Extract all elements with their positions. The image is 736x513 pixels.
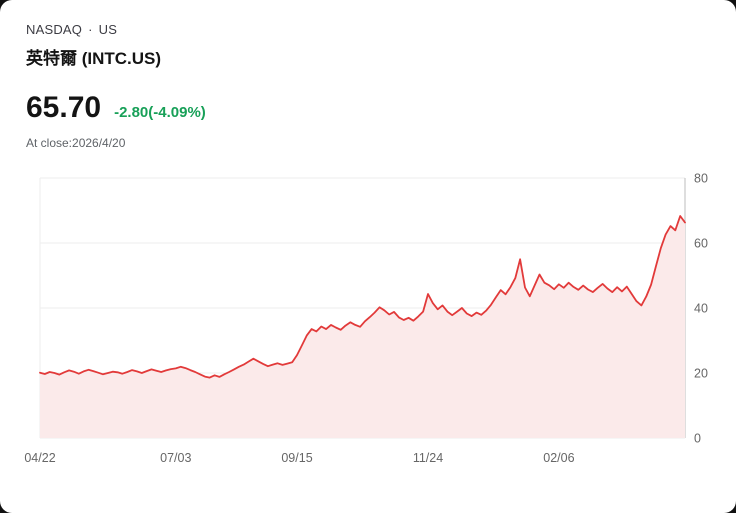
region-label: US xyxy=(98,22,118,37)
x-tick-label: 09/15 xyxy=(281,451,312,465)
y-tick-label: 80 xyxy=(694,172,708,186)
exchange-separator: · xyxy=(88,22,93,37)
price-line xyxy=(39,215,686,379)
price-change: -2.80(-4.09%) xyxy=(114,104,206,121)
quote-header: NASDAQ · US 英特爾 (INTC.US) 65.70 -2.80(-4.0… xyxy=(0,0,736,150)
y-tick-label: 20 xyxy=(694,367,708,381)
x-tick-label: 07/03 xyxy=(160,451,191,465)
price-area xyxy=(40,216,685,438)
close-info: At close:2026/4/20 xyxy=(26,136,126,150)
stock-name: 英特爾 (INTC.US) xyxy=(26,49,162,68)
exchange-row: NASDAQ · US xyxy=(26,22,710,37)
x-tick-label: 04/22 xyxy=(24,451,55,465)
y-tick-label: 60 xyxy=(694,237,708,251)
x-tick-label: 02/06 xyxy=(543,451,574,465)
last-price: 65.70 xyxy=(26,91,102,124)
price-chart-svg[interactable]: 80 60 40 20 0 04/22 07/03 09/15 11/24 02/06 xyxy=(0,164,736,476)
y-tick-label: 0 xyxy=(694,432,701,446)
price-chart: 80 60 40 20 0 04/22 07/03 09/15 11/24 02/06 xyxy=(0,164,736,481)
exchange-label: NASDAQ xyxy=(26,22,83,37)
x-tick-label: 11/24 xyxy=(413,451,443,465)
y-tick-label: 40 xyxy=(694,302,708,316)
price-row: 65.70 -2.80(-4.09%) xyxy=(26,93,710,123)
